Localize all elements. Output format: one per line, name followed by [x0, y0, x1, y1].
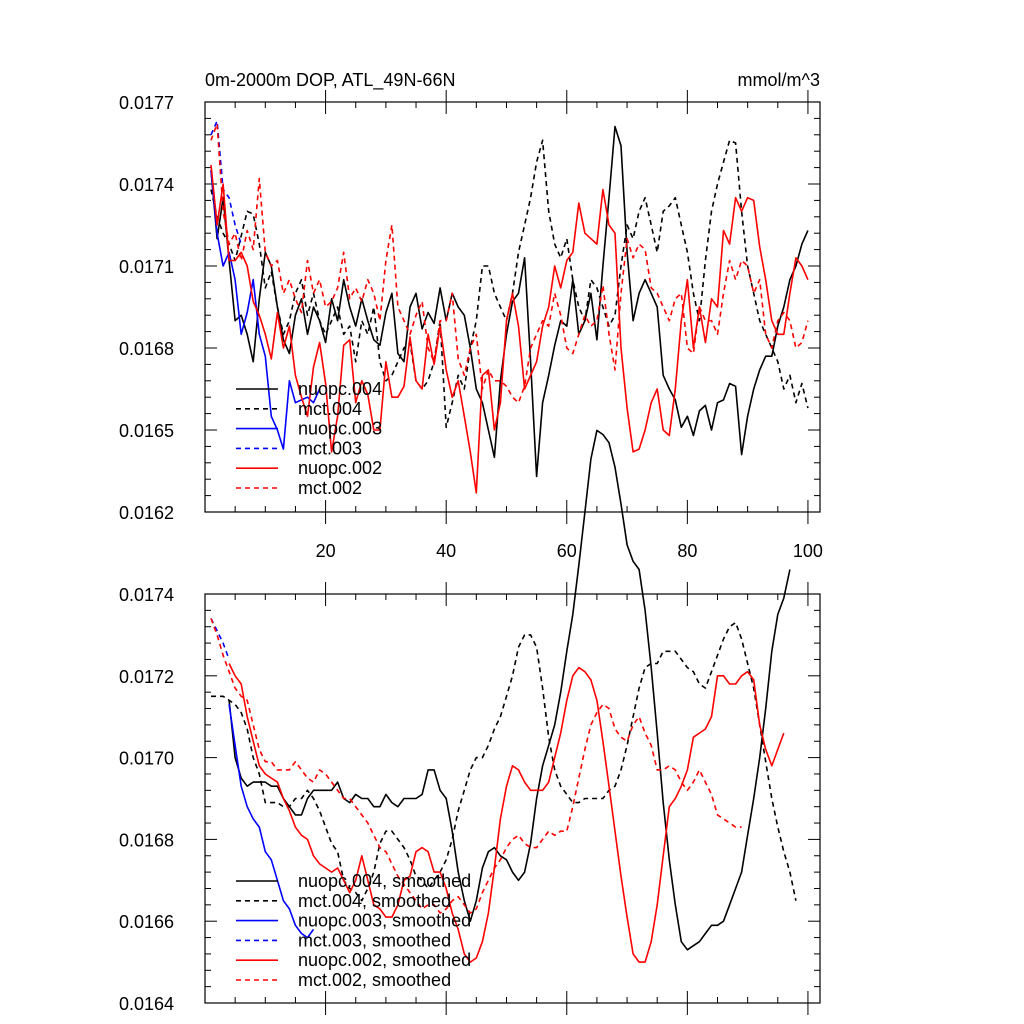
y-tick-label: 0.0165 — [119, 421, 174, 441]
y-tick-label: 0.0168 — [119, 830, 174, 850]
legend-label: nuopc.002 — [298, 458, 382, 478]
y-tick-label: 0.0162 — [119, 503, 174, 523]
top-panel: 0m-2000m DOP, ATL_49N-66N mmol/m^3 0.016… — [119, 70, 823, 561]
legend-label: mct.004 — [298, 399, 362, 419]
y-tick-label: 0.0166 — [119, 912, 174, 932]
y-tick-label: 0.0174 — [119, 175, 174, 195]
y-tick-label: 0.0170 — [119, 749, 174, 769]
legend-label: mct.003, smoothed — [298, 930, 451, 950]
legend-label: nuopc.004 — [298, 379, 382, 399]
legend-label: mct.002 — [298, 478, 362, 498]
y-tick-label: 0.0171 — [119, 257, 174, 277]
x-tick-label: 80 — [677, 541, 697, 561]
plot-frame — [204, 593, 821, 1004]
series-line-mct-003-smoothed — [210, 618, 230, 660]
series-line-mct-002 — [210, 123, 809, 404]
series-line-mct-003 — [210, 120, 242, 245]
legend-label: nuopc.003 — [298, 419, 382, 439]
series-line-nuopc-002-smoothed — [228, 663, 785, 963]
y-tick-label: 0.0174 — [119, 585, 174, 605]
legend-label: mct.004, smoothed — [298, 891, 451, 911]
legend-label: mct.002, smoothed — [298, 970, 451, 990]
x-tick-label: 20 — [316, 541, 336, 561]
x-tick-label: 60 — [557, 541, 577, 561]
legend-label: mct.003 — [298, 438, 362, 458]
top-panel-title: 0m-2000m DOP, ATL_49N-66N — [205, 70, 455, 91]
series-line-nuopc-003-smoothed — [228, 704, 315, 939]
y-tick-label: 0.0177 — [119, 93, 174, 113]
series-line-mct-004-smoothed — [211, 621, 797, 902]
legend-label: nuopc.003, smoothed — [298, 911, 471, 931]
bottom-panel: 0.0164 0.0166 0.0168 0.0170 0.0172 0.0174 nuop… — [119, 429, 821, 1015]
plot-frame — [204, 101, 821, 513]
legend-label: nuopc.004, smoothed — [298, 871, 471, 891]
y-tick-label: 0.0172 — [119, 667, 174, 687]
series-line-mct-002-smoothed — [210, 618, 742, 914]
y-tick-label: 0.0168 — [119, 339, 174, 359]
x-tick-label: 40 — [436, 541, 456, 561]
top-panel-units: mmol/m^3 — [738, 70, 820, 90]
series-line-nuopc-004-smoothed — [228, 429, 791, 951]
legend-label: nuopc.002, smoothed — [298, 950, 471, 970]
x-tick-label: 100 — [793, 541, 823, 561]
y-tick-label: 0.0164 — [119, 994, 174, 1014]
series-line-nuopc-004 — [210, 125, 809, 478]
